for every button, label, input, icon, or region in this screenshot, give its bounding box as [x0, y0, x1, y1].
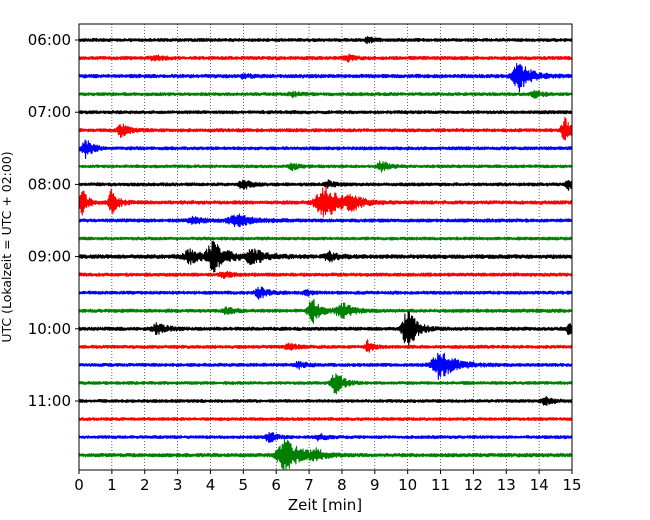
trace-line: [78, 62, 573, 93]
trace-line: [78, 270, 573, 280]
x-tick-label: 14: [530, 476, 549, 494]
y-tick-label: 10:00: [28, 320, 71, 338]
y-tick-label: 07:00: [28, 103, 71, 121]
trace-line: [78, 160, 573, 173]
trace-line: [78, 417, 573, 422]
x-tick-label: 7: [304, 476, 314, 494]
x-tick-label: 12: [464, 476, 483, 494]
trace-line: [78, 185, 573, 218]
trace-line: [78, 116, 573, 141]
x-tick-label: 4: [206, 476, 216, 494]
x-tick-label: 8: [337, 476, 347, 494]
x-tick-label: 6: [271, 476, 281, 494]
trace-line: [78, 139, 573, 160]
x-tick-label: 0: [74, 476, 84, 494]
trace-line: [78, 213, 573, 228]
x-tick-label: 5: [239, 476, 249, 494]
trace-line: [78, 53, 573, 63]
y-tick-label: 09:00: [28, 248, 71, 266]
x-tick-label: 9: [370, 476, 380, 494]
trace-line: [78, 35, 573, 45]
gridlines: [111, 24, 540, 470]
plot-frame: [78, 23, 573, 471]
x-axis: 0 1 2 3 4 5 6 7 8 9 10 11 12 13 14 15: [74, 470, 582, 494]
trace-line: [78, 431, 573, 443]
x-axis-title: Zeit [min]: [288, 496, 362, 514]
y-tick-label: 08:00: [28, 175, 71, 193]
trace-line: [78, 236, 573, 241]
trace-line: [78, 338, 573, 353]
y-axis-title: UTC (Lokalzeit = UTC + 02:00): [0, 151, 14, 342]
x-tick-label: 3: [173, 476, 183, 494]
trace-line: [78, 286, 573, 300]
x-tick-label: 11: [431, 476, 450, 494]
trace-line: [78, 396, 573, 407]
trace-line: [78, 110, 573, 115]
trace-line: [78, 438, 573, 470]
x-tick-label: 15: [562, 476, 581, 494]
traces: [78, 35, 573, 470]
trace-line: [78, 240, 573, 273]
trace-line: [78, 311, 573, 349]
trace-line: [78, 298, 573, 324]
trace-line: [78, 89, 573, 99]
trace-line: [78, 373, 573, 395]
y-axis: 06:00 07:00 08:00 09:00 10:00 11:00: [28, 31, 79, 410]
trace-line: [78, 352, 573, 380]
x-tick-label: 13: [497, 476, 516, 494]
y-tick-label: 11:00: [28, 392, 71, 410]
x-tick-label: 10: [398, 476, 417, 494]
x-tick-label: 1: [107, 476, 117, 494]
y-tick-label: 06:00: [28, 31, 71, 49]
x-tick-label: 2: [140, 476, 150, 494]
